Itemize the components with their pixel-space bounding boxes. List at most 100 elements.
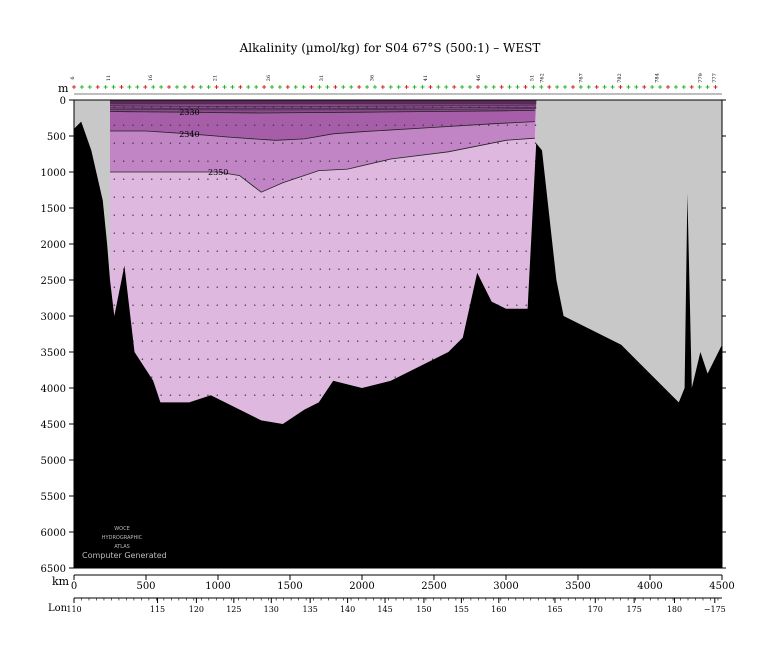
sample-dot bbox=[441, 160, 443, 162]
sample-dot bbox=[413, 322, 415, 324]
sample-dot bbox=[431, 358, 434, 360]
sample-dot bbox=[188, 304, 190, 306]
sample-dot bbox=[282, 124, 284, 126]
sample-dot bbox=[422, 178, 424, 180]
sample-dot bbox=[225, 358, 228, 360]
sample-dot bbox=[422, 196, 424, 198]
sample-dot bbox=[441, 268, 443, 270]
sample-dot bbox=[169, 106, 172, 108]
sample-dot bbox=[169, 268, 172, 270]
sample-dot bbox=[385, 340, 387, 342]
sample-dot bbox=[207, 268, 209, 270]
sample-dot bbox=[235, 304, 237, 306]
sample-dot bbox=[347, 124, 350, 126]
contour-label-2330: 2330 bbox=[179, 108, 199, 117]
sample-dot bbox=[422, 250, 424, 252]
sample-dot bbox=[179, 376, 181, 378]
sample-dot bbox=[441, 322, 443, 324]
sample-dot bbox=[207, 358, 209, 360]
sample-dot bbox=[263, 358, 265, 360]
sample-dot bbox=[366, 376, 368, 378]
sample-dot bbox=[188, 340, 190, 342]
sample-dot bbox=[328, 160, 331, 162]
lon-tick-label: 165 bbox=[547, 605, 562, 614]
x-tick-label: 3500 bbox=[565, 581, 590, 592]
sample-dot bbox=[506, 196, 509, 198]
lon-tick-label: 160 bbox=[491, 605, 506, 614]
sample-dot bbox=[216, 232, 218, 234]
station-label: 11 bbox=[106, 75, 112, 81]
sample-dot bbox=[375, 232, 378, 234]
sample-dot bbox=[282, 394, 284, 396]
x-axis-label: km bbox=[52, 575, 70, 588]
sample-dot bbox=[169, 394, 172, 396]
sample-dot bbox=[497, 106, 499, 108]
sample-dot bbox=[225, 178, 228, 180]
sample-dot bbox=[291, 376, 293, 378]
sample-dot bbox=[291, 160, 293, 162]
sample-dot bbox=[328, 340, 331, 342]
sample-dot bbox=[469, 106, 471, 108]
sample-dot bbox=[225, 214, 228, 216]
sample-dot bbox=[516, 250, 518, 252]
sample-dot bbox=[254, 232, 256, 234]
sample-dot bbox=[132, 124, 134, 126]
sample-dot bbox=[310, 160, 312, 162]
y-tick-label: 0 bbox=[60, 96, 66, 107]
sample-dot bbox=[122, 232, 125, 234]
sample-dot bbox=[525, 304, 527, 306]
sample-dot bbox=[356, 160, 359, 162]
sample-dot bbox=[488, 178, 490, 180]
sample-dot bbox=[506, 178, 509, 180]
sample-dot bbox=[459, 106, 462, 108]
sample-dot bbox=[122, 160, 125, 162]
sample-dot bbox=[403, 322, 406, 324]
sample-dot bbox=[450, 160, 452, 162]
sample-dot bbox=[478, 196, 481, 198]
sample-dot bbox=[403, 160, 406, 162]
y-tick-label: 5500 bbox=[41, 492, 66, 503]
y-tick-label: 3000 bbox=[41, 312, 66, 323]
sample-dot bbox=[216, 124, 218, 126]
sample-dot bbox=[375, 376, 378, 378]
station-label: 21 bbox=[213, 75, 219, 81]
sample-dot bbox=[197, 178, 200, 180]
sample-dot bbox=[394, 160, 396, 162]
lon-tick-label: 135 bbox=[303, 605, 318, 614]
sample-dot bbox=[319, 250, 321, 252]
sample-dot bbox=[413, 178, 415, 180]
sample-dot bbox=[469, 142, 471, 144]
sample-dot bbox=[225, 250, 228, 252]
sample-dot bbox=[216, 250, 218, 252]
sample-dot bbox=[197, 124, 200, 126]
sample-dot bbox=[328, 196, 331, 198]
sample-dot bbox=[263, 214, 265, 216]
sample-dot bbox=[235, 286, 237, 288]
sample-dot bbox=[235, 196, 237, 198]
sample-dot bbox=[225, 376, 228, 378]
sample-dot bbox=[516, 286, 518, 288]
sample-dot bbox=[413, 214, 415, 216]
sample-dot bbox=[160, 340, 162, 342]
sample-dot bbox=[459, 196, 462, 198]
sample-dot bbox=[534, 124, 537, 126]
sample-dot bbox=[375, 214, 378, 216]
sample-dot bbox=[169, 232, 172, 234]
sample-dot bbox=[459, 124, 462, 126]
sample-dot bbox=[422, 214, 424, 216]
sample-dot bbox=[169, 304, 172, 306]
station-label: 51 bbox=[529, 75, 535, 81]
sample-dot bbox=[188, 106, 190, 108]
sample-dot bbox=[431, 124, 434, 126]
sample-dot bbox=[188, 160, 190, 162]
sample-dot bbox=[413, 124, 415, 126]
sample-dot bbox=[338, 106, 340, 108]
sample-dot bbox=[188, 268, 190, 270]
sample-dot bbox=[385, 250, 387, 252]
sample-dot bbox=[235, 268, 237, 270]
sample-dot bbox=[113, 106, 116, 108]
sample-dot bbox=[488, 124, 490, 126]
sample-dot bbox=[347, 250, 350, 252]
sample-dot bbox=[235, 214, 237, 216]
sample-dot bbox=[113, 304, 116, 306]
